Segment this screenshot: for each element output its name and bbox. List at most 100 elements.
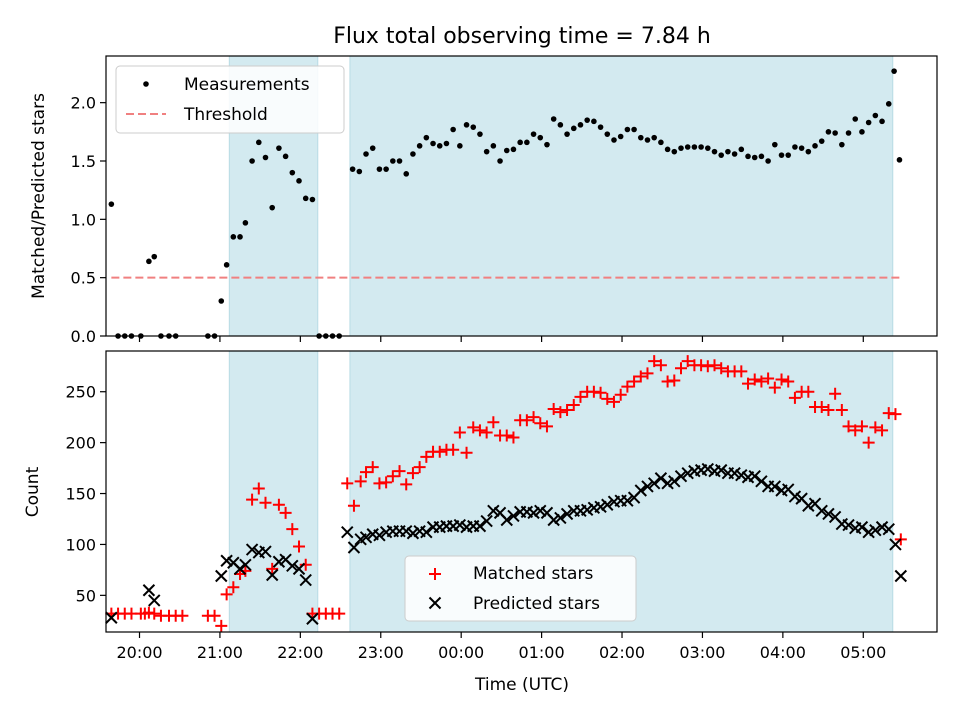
predicted-star-point	[842, 518, 855, 532]
matched-star-point	[835, 404, 848, 417]
matched-star-point	[354, 475, 367, 488]
top-y-tick-label: 2.0	[71, 94, 96, 113]
predicted-star-point	[894, 569, 908, 583]
matched-star-point	[554, 406, 567, 419]
matched-star-point	[661, 375, 674, 388]
predicted-star-point	[245, 543, 259, 556]
measurement-point	[249, 158, 255, 164]
matched-star-point	[889, 408, 902, 421]
measurement-point	[282, 153, 289, 160]
top-legend: Measurements Threshold	[115, 65, 345, 134]
matched-star-point	[266, 562, 279, 575]
matched-star-point	[272, 498, 285, 511]
matched-star-point	[279, 506, 292, 519]
measurement-point	[705, 145, 711, 151]
measurement-point	[785, 152, 792, 158]
x-tick-label: 00:00	[438, 643, 484, 662]
measurement-point	[302, 195, 309, 202]
predicted-star-point	[142, 584, 156, 597]
predicted-star-point	[668, 475, 681, 488]
bottom-legend-box	[404, 555, 637, 622]
matched-star-point	[641, 367, 654, 380]
matched-star-point	[561, 404, 574, 417]
predicted-star-point	[882, 522, 895, 536]
measurement-point	[718, 152, 725, 158]
x-tick-label: 22:00	[277, 643, 323, 662]
top-shaded-span-2	[349, 55, 894, 337]
predicted-star-point	[480, 514, 493, 528]
measurement-point	[671, 148, 678, 155]
matched-star-point	[246, 493, 259, 506]
measurement-point	[758, 153, 765, 160]
x-tick-label: 20:00	[116, 643, 162, 662]
matched-star-point	[628, 375, 641, 388]
measurement-point	[812, 143, 818, 149]
matched-star-point	[715, 362, 728, 375]
x-tick-label: 04:00	[760, 643, 806, 662]
measurement-point	[684, 144, 691, 150]
matched-star-point	[735, 365, 748, 378]
measurement-point	[223, 262, 230, 268]
matched-star-point	[386, 470, 399, 483]
matched-star-point	[373, 477, 386, 490]
measurement-point	[430, 140, 436, 147]
measurement-point	[891, 68, 897, 74]
predicted-star-point	[815, 504, 828, 518]
top-y-axis-label: Matched/Predicted stars	[29, 93, 49, 299]
measurement-point	[230, 234, 237, 240]
matched-star-point	[500, 429, 513, 442]
matched-star-point	[587, 385, 600, 398]
matched-star-point	[762, 372, 775, 385]
matched-star-point	[869, 421, 882, 434]
predicted-star-point	[259, 545, 272, 558]
matched-star-point	[748, 373, 761, 386]
matched-star-point	[621, 380, 634, 393]
top-y-tick-label: 1.0	[71, 210, 96, 229]
measurement-point	[470, 124, 477, 130]
measurement-point	[872, 112, 879, 119]
predicted-star-point	[215, 569, 228, 583]
measurement-point	[108, 201, 115, 207]
measurement-point	[463, 122, 470, 128]
measurement-point	[604, 131, 611, 137]
x-tick-label: 21:00	[197, 643, 243, 662]
matched-star-point	[695, 359, 708, 372]
matched-star-point	[668, 374, 681, 387]
legend-matched-label: Matched stars	[473, 564, 593, 584]
predicted-star-point	[286, 559, 299, 573]
measurement-point	[423, 134, 430, 141]
measurement-point	[510, 146, 517, 153]
matched-star-point	[433, 445, 446, 458]
legend-measurements-label: Measurements	[184, 75, 310, 95]
matched-star-point	[215, 619, 228, 632]
predicted-star-point	[507, 509, 520, 523]
predicted-star-point	[654, 472, 668, 485]
measurement-point	[611, 137, 617, 143]
measurement-point	[403, 171, 410, 177]
predicted-star-point	[855, 520, 869, 534]
bottom-y-tick-label: 250	[65, 383, 96, 402]
measurement-point	[792, 144, 798, 150]
matched-star-point	[467, 421, 480, 434]
measurement-point	[570, 125, 577, 132]
bottom-panel-counts: 50 100 150 200 250 20:00 21:00 22:00 23:00 00:00 0…	[65, 350, 938, 662]
matched-star-point	[460, 446, 473, 459]
measurement-point	[731, 151, 738, 157]
predicted-star-point	[347, 541, 361, 554]
measurement-point	[483, 148, 490, 155]
legend-predicted-marker	[428, 596, 442, 610]
matched-star-point	[882, 407, 895, 420]
matched-star-point	[701, 360, 714, 373]
measurement-point	[450, 126, 456, 133]
matched-star-point	[829, 387, 842, 400]
matched-star-point	[286, 523, 299, 536]
predicted-star-point	[554, 511, 567, 525]
matched-star-point	[473, 424, 486, 437]
matched-star-point	[849, 424, 862, 437]
predicted-star-point	[601, 498, 614, 511]
matched-star-point	[208, 609, 221, 622]
matched-star-point	[366, 461, 379, 474]
measurement-point	[885, 101, 892, 107]
measurement-point	[845, 130, 852, 136]
matched-star-point	[742, 377, 755, 390]
